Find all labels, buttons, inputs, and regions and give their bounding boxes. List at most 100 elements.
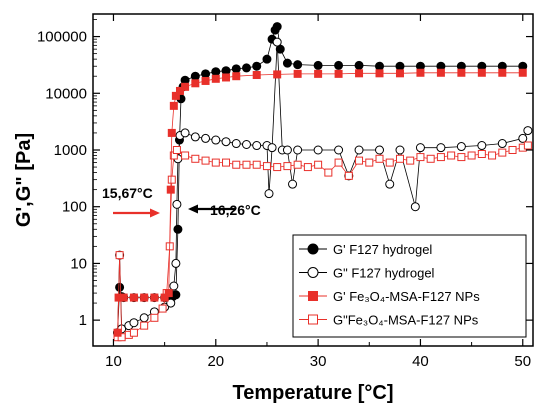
data-point	[303, 163, 312, 172]
data-point	[166, 185, 175, 194]
data-point	[211, 135, 221, 145]
data-point	[113, 328, 122, 337]
legend-marker	[308, 314, 318, 325]
legend-item-0: G' F127 hydrogel	[299, 242, 432, 257]
data-point	[172, 199, 182, 209]
legend-label: G"Fe₃O₄-MSA-F127 NPs	[333, 313, 479, 328]
data-point	[313, 145, 323, 155]
legend: G' F127 hydrogel G" F127 hydrogel G' Fe₃O₄…	[292, 234, 527, 338]
data-point	[498, 148, 507, 157]
data-point	[477, 68, 486, 77]
data-point	[293, 60, 303, 70]
data-point	[375, 145, 385, 155]
data-point	[456, 142, 466, 152]
legend-marker	[307, 267, 319, 278]
data-point	[222, 73, 231, 82]
data-point	[231, 64, 241, 74]
data-point	[282, 58, 292, 68]
data-point	[252, 160, 261, 169]
data-point	[436, 68, 445, 77]
data-point	[201, 69, 211, 79]
legend-label: G' Fe₃O₄-MSA-F127 NPs	[333, 289, 480, 304]
x-tick-label: 30	[310, 353, 327, 370]
legend-item-2: G' Fe₃O₄-MSA-F127 NPs	[299, 289, 480, 304]
data-point	[150, 293, 159, 302]
data-point	[166, 298, 176, 308]
data-point	[169, 281, 179, 291]
data-point	[365, 158, 374, 167]
data-point	[395, 61, 405, 71]
data-point	[272, 22, 282, 32]
data-point	[242, 160, 251, 169]
legend-marker	[308, 291, 318, 301]
data-point	[222, 158, 231, 167]
data-point	[180, 128, 190, 138]
data-point	[160, 293, 169, 302]
data-point	[426, 154, 435, 163]
data-point	[252, 61, 262, 71]
data-point	[324, 168, 333, 177]
data-point	[477, 150, 486, 159]
series-1	[113, 37, 533, 338]
plot-data-layer	[113, 22, 533, 342]
data-point	[314, 160, 323, 169]
axes-layer: 10 20 30 40 50 1 10 100 1000 10000 100000	[37, 14, 533, 370]
data-point	[190, 132, 200, 142]
data-point	[415, 143, 425, 153]
data-point	[395, 154, 404, 163]
data-point	[191, 154, 200, 163]
data-point	[395, 69, 404, 78]
data-point	[150, 313, 159, 322]
data-point	[518, 68, 527, 77]
data-point	[498, 68, 507, 77]
data-point	[171, 91, 180, 100]
legend-label: G" F127 hydrogel	[333, 266, 435, 281]
data-point	[232, 72, 241, 81]
data-point	[334, 60, 344, 70]
data-point	[191, 79, 200, 88]
x-axis-title: Temperature [°C]	[233, 382, 394, 404]
data-point	[115, 251, 124, 260]
series-2	[113, 68, 527, 337]
data-point	[221, 137, 231, 147]
series-3	[113, 141, 532, 342]
legend-box	[292, 234, 527, 338]
data-point	[354, 60, 364, 70]
data-point	[273, 163, 282, 172]
data-point	[158, 304, 167, 313]
data-point	[211, 158, 220, 167]
data-point	[406, 156, 415, 165]
data-point	[201, 133, 211, 143]
y-tick-label: 100	[62, 199, 87, 216]
data-point	[201, 156, 210, 165]
data-point	[241, 140, 251, 150]
data-point	[523, 141, 532, 150]
y-tick-label: 10	[70, 255, 87, 272]
x-tick-label: 20	[207, 353, 224, 370]
data-point	[288, 179, 298, 189]
data-point	[518, 133, 528, 143]
data-point	[119, 293, 128, 302]
data-point	[273, 70, 282, 79]
data-point	[140, 293, 149, 302]
data-point	[385, 179, 395, 189]
annotation-right: 16,26°C	[210, 202, 261, 218]
data-point	[354, 145, 364, 155]
data-point	[252, 141, 262, 151]
data-point	[375, 154, 384, 163]
data-point	[169, 101, 178, 110]
data-point	[283, 162, 292, 171]
legend-item-3: G"Fe₃O₄-MSA-F127 NPs	[299, 313, 479, 328]
data-point	[457, 153, 466, 162]
red-arrow-head	[150, 208, 160, 218]
data-point	[167, 175, 176, 184]
y-tick-label: 100000	[37, 29, 87, 46]
data-point	[436, 153, 445, 162]
x-tick-label: 50	[514, 353, 531, 370]
data-point	[497, 139, 507, 149]
data-point	[231, 139, 241, 149]
x-tick-label: 40	[412, 353, 429, 370]
data-point	[523, 126, 533, 136]
